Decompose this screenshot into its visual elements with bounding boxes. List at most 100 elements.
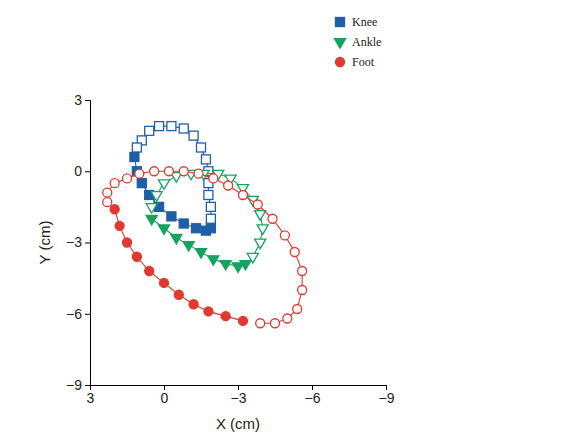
point <box>206 224 215 233</box>
point-group <box>164 167 173 176</box>
point-group <box>255 211 266 220</box>
series-line <box>152 174 263 257</box>
y-tick: −9 <box>66 377 90 393</box>
point-group <box>110 179 119 188</box>
point <box>158 225 169 234</box>
point-group <box>195 249 206 258</box>
x-tick: −9 <box>379 385 395 406</box>
point-group <box>206 214 215 223</box>
point-group <box>123 174 132 183</box>
point-group <box>290 248 299 257</box>
y-tick-label: 3 <box>74 92 82 108</box>
point-group <box>206 202 215 211</box>
y-tick-mark <box>85 314 90 315</box>
legend-item: Ankle <box>334 35 381 49</box>
point <box>151 192 162 201</box>
point <box>209 174 218 183</box>
point <box>145 126 154 135</box>
legend-label: Ankle <box>352 35 381 49</box>
point <box>221 312 230 321</box>
y-tick: −6 <box>66 306 90 322</box>
point-group <box>208 256 219 265</box>
point <box>132 143 141 152</box>
y-tick-mark <box>85 100 90 101</box>
point <box>206 214 215 223</box>
point-group <box>268 214 277 223</box>
point <box>280 231 289 240</box>
point <box>189 300 198 309</box>
x-tick: −6 <box>305 385 321 406</box>
point <box>298 286 307 295</box>
point-group <box>183 242 194 251</box>
point-group <box>103 198 112 207</box>
point-group <box>179 219 188 228</box>
point-group <box>110 205 119 214</box>
x-axis: 30−3−6−9 <box>87 385 395 406</box>
y-tick-mark <box>85 385 90 386</box>
point-group <box>283 314 292 323</box>
legend-symbol <box>336 18 345 27</box>
series-line <box>107 171 302 323</box>
point <box>110 205 119 214</box>
legend-item: Foot <box>336 55 375 69</box>
point <box>155 122 164 131</box>
y-axis-title: Y (cm) <box>36 221 53 265</box>
point-group <box>167 122 176 131</box>
point <box>179 124 188 133</box>
x-tick-label: 0 <box>161 390 169 406</box>
y-axis: −9 −6 −3 0 3 <box>66 92 90 393</box>
point-group <box>220 261 231 270</box>
point <box>268 214 277 223</box>
legend-symbol <box>334 39 345 48</box>
y-axis-line <box>85 101 91 386</box>
point-group <box>192 224 201 233</box>
x-tick: 3 <box>87 385 95 406</box>
point <box>257 225 268 234</box>
y-tick: 0 <box>74 163 90 179</box>
point-group <box>298 286 307 295</box>
point <box>179 167 188 176</box>
point-group <box>293 305 302 314</box>
point-group <box>132 252 141 261</box>
point-group <box>194 169 203 178</box>
point-group <box>155 122 164 131</box>
point <box>293 305 302 314</box>
point <box>204 307 213 316</box>
point-group <box>189 300 198 309</box>
point <box>224 181 233 190</box>
point-group <box>204 191 213 200</box>
plot: 30−3−6−9−9−6−303 <box>66 92 395 406</box>
point <box>290 248 299 257</box>
point <box>123 238 132 247</box>
point <box>256 319 265 328</box>
point-group <box>206 224 215 233</box>
legend-label: Foot <box>352 55 375 69</box>
y-tick-label: −6 <box>66 306 82 322</box>
x-tick-label: −9 <box>379 390 395 406</box>
point-group <box>221 312 230 321</box>
x-tick: 0 <box>161 385 169 406</box>
point <box>201 155 210 164</box>
point-group <box>201 155 210 164</box>
point-group <box>150 167 159 176</box>
point <box>146 215 157 224</box>
point <box>206 202 215 211</box>
point <box>240 261 251 270</box>
point-group <box>137 179 146 188</box>
point <box>238 191 247 200</box>
point <box>220 261 231 270</box>
point-group <box>247 253 258 262</box>
point <box>160 278 169 287</box>
point-group <box>151 192 162 201</box>
point <box>158 180 169 189</box>
y-tick-label: 0 <box>74 163 82 179</box>
point-group <box>298 267 307 276</box>
point <box>103 188 112 197</box>
legend-label: Knee <box>352 15 377 29</box>
y-tick-label: −3 <box>66 234 82 250</box>
point-group <box>123 238 132 247</box>
point-group <box>130 153 139 162</box>
point-group <box>145 126 154 135</box>
point-group <box>103 188 112 197</box>
point <box>103 198 112 207</box>
